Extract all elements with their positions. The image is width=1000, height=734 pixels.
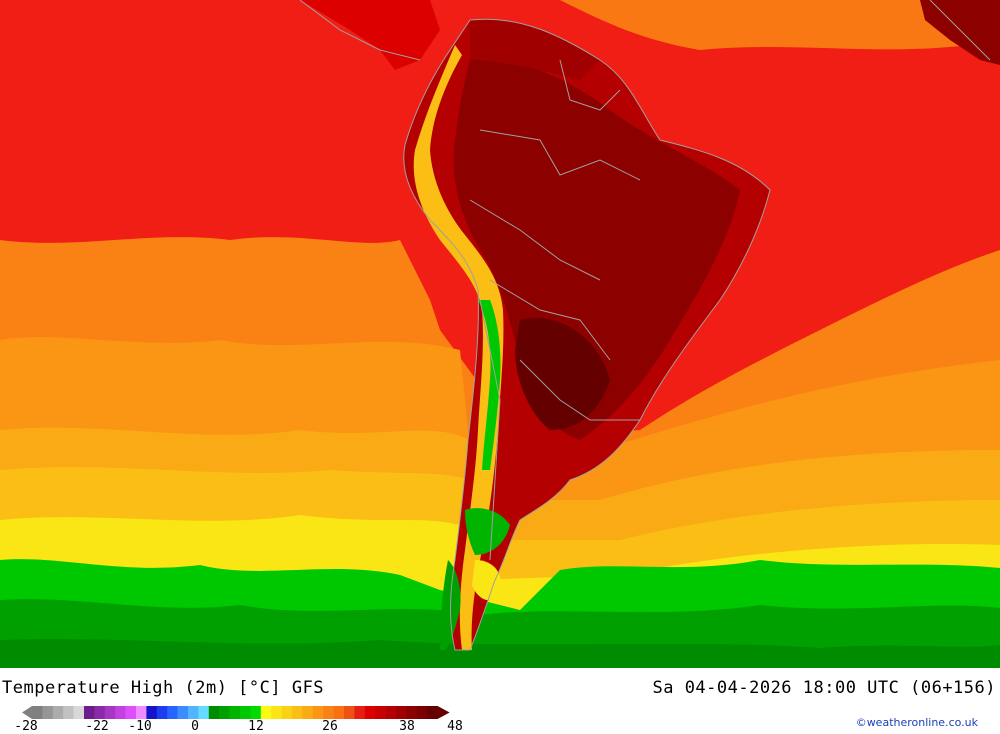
legend-swatch xyxy=(427,706,438,719)
legend-tick-labels: -28 -22 -10 0 12 26 38 48 xyxy=(0,719,480,734)
legend-swatch xyxy=(302,706,314,719)
legend-tick: 26 xyxy=(322,719,338,734)
legend-swatch xyxy=(364,706,376,719)
legend-swatch xyxy=(406,706,418,719)
legend-swatch xyxy=(219,706,230,719)
legend-swatch xyxy=(198,706,210,719)
legend-tick: 48 xyxy=(447,719,463,734)
legend-swatch xyxy=(229,706,241,719)
legend-swatch xyxy=(115,706,126,719)
legend-swatch xyxy=(333,706,345,719)
patagonia-yellow xyxy=(472,560,502,601)
band-orange-north xyxy=(560,0,1000,50)
legend-swatch xyxy=(312,706,324,719)
legend-tick: 38 xyxy=(399,719,415,734)
legend-swatch xyxy=(156,706,168,719)
land-central-america xyxy=(300,0,440,70)
legend-swatch xyxy=(94,706,106,719)
legend-swatch xyxy=(104,706,116,719)
andes-strip xyxy=(413,45,504,650)
legend-swatch xyxy=(177,706,189,719)
legend-swatch xyxy=(125,706,137,719)
legend-swatch xyxy=(208,706,220,719)
andes-green xyxy=(478,300,501,470)
legend-swatch xyxy=(167,706,178,719)
land-africa-corner xyxy=(920,0,1000,65)
legend-swatch xyxy=(292,706,303,719)
legend-swatch xyxy=(42,706,54,719)
legend-tick: -22 xyxy=(85,719,109,734)
legend-swatch xyxy=(385,706,397,719)
map-title: Temperature High (2m) [°C] GFS xyxy=(2,678,325,698)
legend-tick: -28 xyxy=(14,719,38,734)
legend-swatch xyxy=(396,706,407,719)
legend-arrow-right xyxy=(437,706,450,719)
temperature-map[interactable] xyxy=(0,0,1000,668)
legend-swatch xyxy=(416,706,428,719)
legend-swatch xyxy=(375,706,386,719)
legend-swatch xyxy=(354,706,366,719)
forecast-datetime: Sa 04-04-2026 18:00 UTC (06+156) xyxy=(652,678,996,698)
legend-tick: 0 xyxy=(191,719,199,734)
land-very-hot xyxy=(515,318,610,430)
legend-swatch xyxy=(260,706,272,719)
credit-link[interactable]: ©weatheronline.co.uk xyxy=(855,716,978,729)
legend-swatch xyxy=(323,706,334,719)
legend-swatch xyxy=(281,706,293,719)
legend-swatch xyxy=(188,706,199,719)
legend-swatch xyxy=(136,706,147,719)
legend-swatch xyxy=(63,706,74,719)
legend-swatch xyxy=(271,706,282,719)
info-bar xyxy=(0,668,1000,733)
legend-swatch xyxy=(146,706,158,719)
legend-tick: 12 xyxy=(248,719,264,734)
patagonia-green xyxy=(465,508,510,555)
country-borders xyxy=(299,0,991,651)
legend-swatch xyxy=(52,706,64,719)
band-deepgreen xyxy=(0,638,1000,668)
legend-swatch xyxy=(240,706,251,719)
legend-swatch xyxy=(84,706,95,719)
legend-arrow-left xyxy=(22,706,32,719)
legend-tick: -10 xyxy=(128,719,152,734)
legend-swatch xyxy=(73,706,85,719)
legend-swatch xyxy=(344,706,355,719)
color-scale-legend xyxy=(22,706,450,719)
land-north-coast xyxy=(470,19,600,80)
legend-swatch xyxy=(32,706,43,719)
legend-swatch xyxy=(250,706,262,719)
